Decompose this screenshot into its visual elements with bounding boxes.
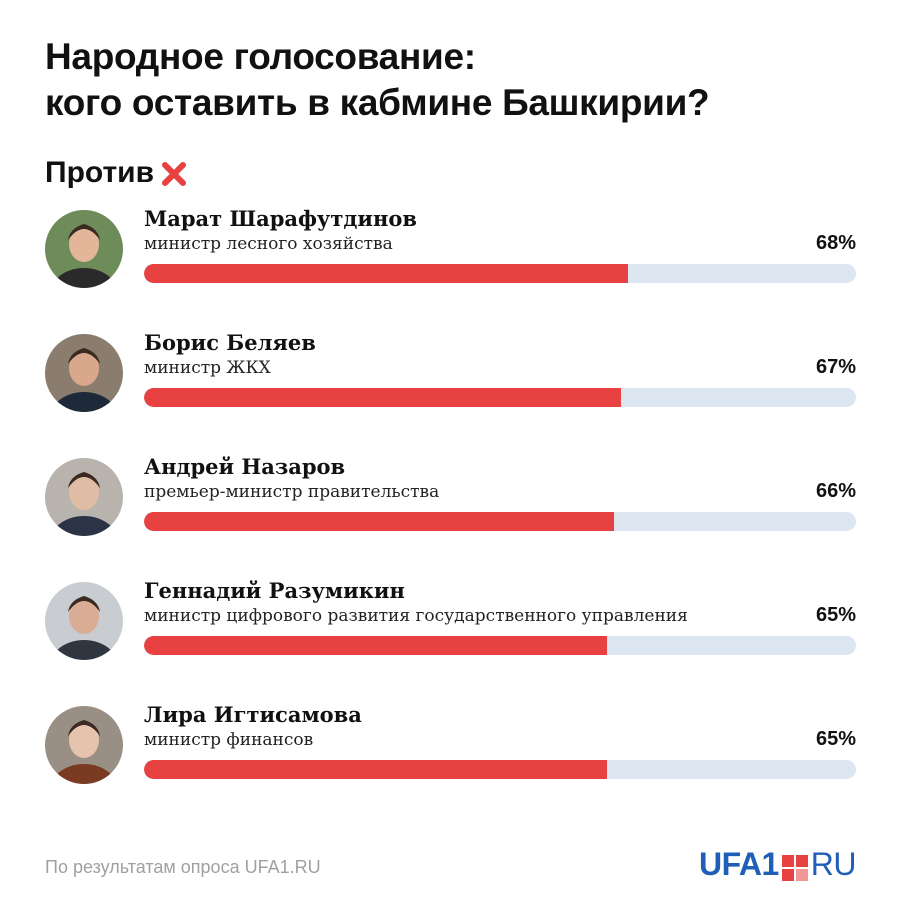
portrait-photo bbox=[45, 706, 123, 784]
percent-label: 65% bbox=[815, 604, 856, 626]
portrait-photo bbox=[45, 210, 123, 288]
person-name: Геннадий Разумикин bbox=[144, 578, 405, 603]
result-row: Борис Беляев министр ЖКХ 67% bbox=[0, 330, 901, 434]
person-name: Андрей Назаров bbox=[144, 454, 346, 479]
section-heading: Против bbox=[45, 153, 188, 193]
result-row: Андрей Назаров премьер-министр правительс… bbox=[0, 454, 901, 558]
portrait-photo bbox=[45, 334, 123, 412]
ufa1-logo: UFA1 RU bbox=[698, 846, 857, 883]
bar-track bbox=[144, 388, 856, 407]
logo-text-left: UFA1 bbox=[698, 846, 779, 882]
bar-fill bbox=[144, 264, 629, 283]
person-name: Марат Шарафутдинов bbox=[144, 206, 417, 231]
bar-track bbox=[144, 636, 856, 655]
bar-fill bbox=[144, 388, 622, 407]
bar-track bbox=[144, 512, 856, 531]
percent-label: 67% bbox=[815, 356, 856, 378]
bar-fill bbox=[144, 636, 607, 655]
result-row: Лира Игтисамова министр финансов 65% bbox=[0, 702, 901, 806]
person-name: Борис Беляев bbox=[144, 330, 316, 355]
person-role: министр финансов bbox=[144, 730, 314, 750]
person-role: министр цифрового развития государственн… bbox=[144, 606, 688, 626]
percent-label: 68% bbox=[815, 232, 856, 254]
bar-track bbox=[144, 264, 856, 283]
percent-label: 65% bbox=[815, 728, 856, 750]
result-row: Марат Шарафутдинов министр лесного хозяйс… bbox=[0, 206, 901, 310]
bar-fill bbox=[144, 760, 607, 779]
source-note: По результатам опроса UFA1.RU bbox=[45, 857, 321, 877]
page-title: Народное голосование: кого оставить в ка… bbox=[45, 34, 710, 126]
person-role: министр ЖКХ bbox=[144, 358, 271, 378]
result-row: Геннадий Разумикин министр цифрового разв… bbox=[0, 578, 901, 682]
logo-text-right: RU bbox=[810, 846, 857, 882]
bar-track bbox=[144, 760, 856, 779]
cross-icon bbox=[160, 159, 188, 187]
person-role: министр лесного хозяйства bbox=[144, 234, 393, 254]
person-name: Лира Игтисамова bbox=[144, 702, 362, 727]
title-line-2: кого оставить в кабмине Башкирии? bbox=[45, 82, 710, 123]
logo-square-icon bbox=[781, 852, 808, 881]
title-line-1: Народное голосование: bbox=[45, 36, 476, 77]
portrait-photo bbox=[45, 582, 123, 660]
person-role: премьер-министр правительства bbox=[144, 482, 440, 502]
section-label: Против bbox=[45, 156, 155, 189]
bar-fill bbox=[144, 512, 614, 531]
percent-label: 66% bbox=[815, 480, 856, 502]
portrait-photo bbox=[45, 458, 123, 536]
